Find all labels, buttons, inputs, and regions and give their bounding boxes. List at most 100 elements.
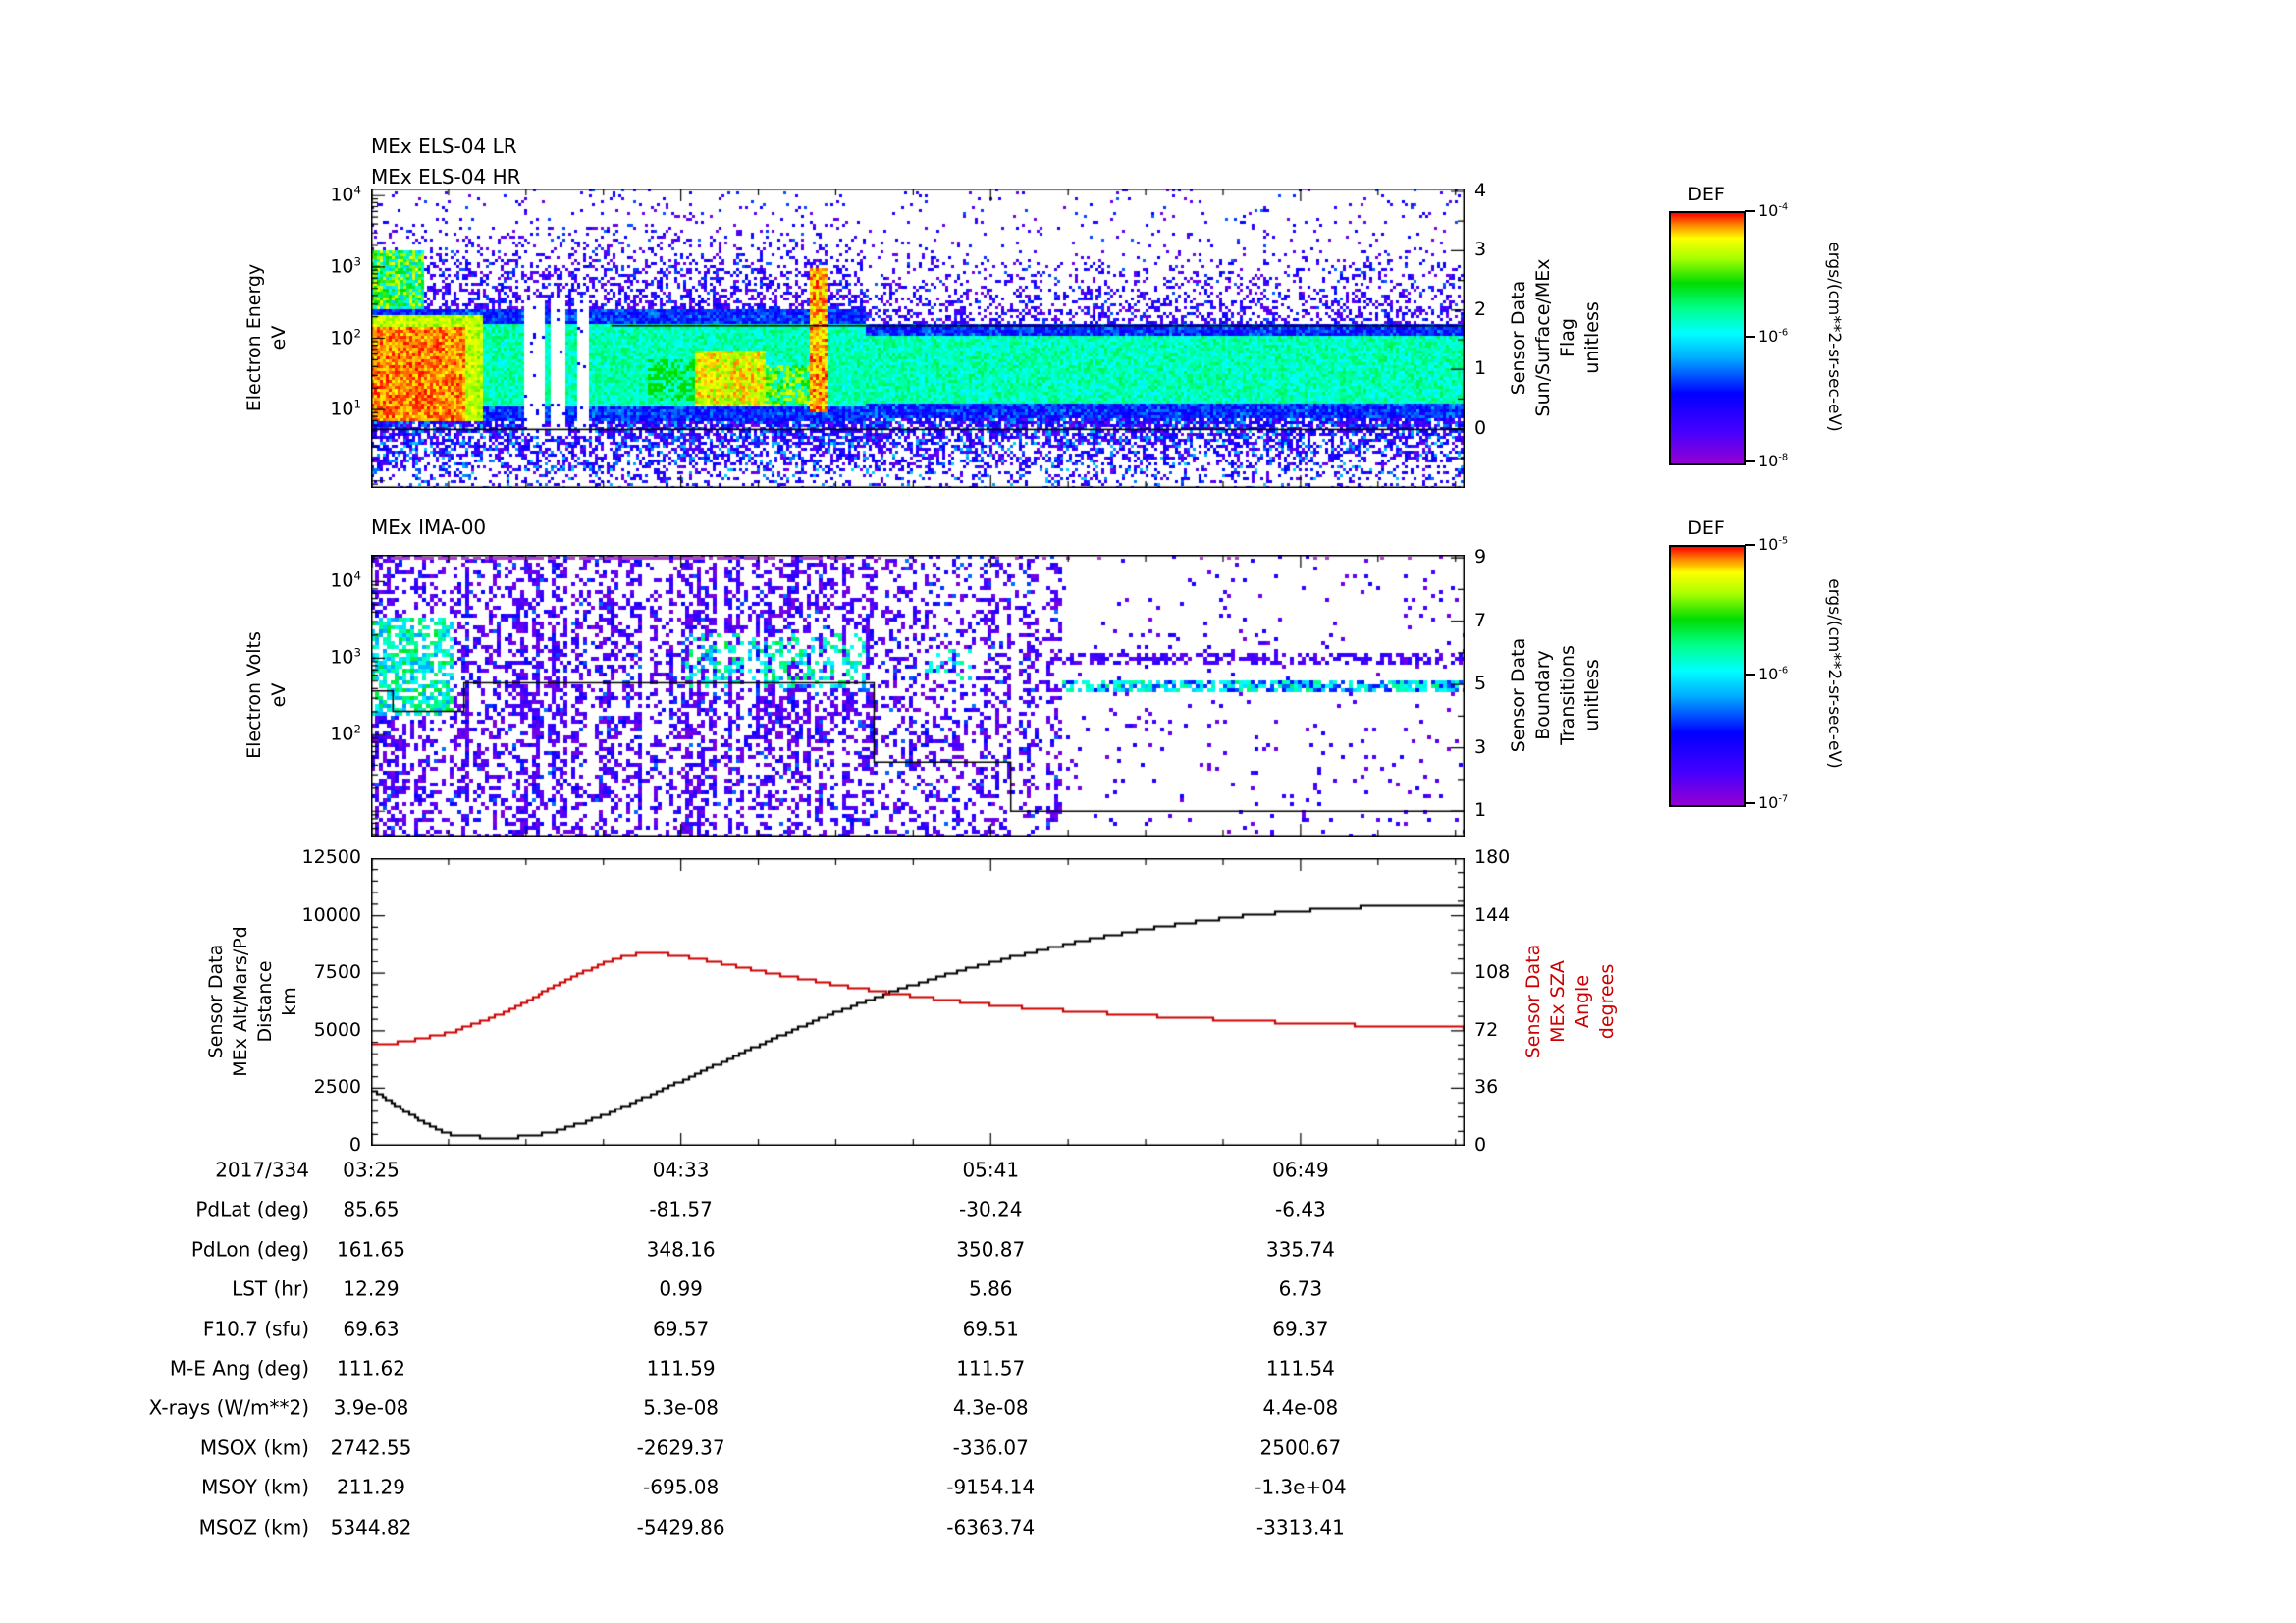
table-cell: 4.3e-08 (952, 1395, 1029, 1420)
els-ytick-label: 103 (330, 254, 361, 278)
alt-ytick-label: 5000 (313, 1018, 361, 1041)
els-ylabel: Electron Energy eV (242, 263, 290, 412)
table-cell: 5344.82 (330, 1515, 412, 1540)
colorbar-1 (1669, 545, 1746, 807)
alt-ytick-label: 7500 (313, 961, 361, 984)
colorbar-tick-label: 10-6 (1758, 326, 1789, 346)
table-cell: -6.43 (1275, 1197, 1326, 1221)
els-right-tick-label: 2 (1474, 298, 1487, 320)
colorbar-tick-mark (1745, 802, 1755, 804)
table-cell: 04:33 (652, 1158, 710, 1182)
ima-right-tick-label: 3 (1474, 735, 1487, 758)
table-cell: 2500.67 (1259, 1435, 1342, 1460)
alt-ytick-label: 2500 (313, 1076, 361, 1099)
els-right-tick-label: 0 (1474, 416, 1487, 439)
colorbar-tick-mark (1745, 544, 1755, 546)
ima-title: MEx IMA-00 (371, 515, 487, 539)
table-cell: 4.4e-08 (1262, 1395, 1339, 1420)
table-row-label: MSOX (km) (199, 1435, 309, 1460)
altitude-sza-plot (371, 858, 1465, 1146)
ima-ylabel: Electron Volts eV (242, 631, 290, 759)
els-right-tick-label: 4 (1474, 180, 1487, 202)
table-row-label: MSOY (km) (201, 1475, 309, 1499)
table-cell: 161.65 (337, 1237, 405, 1262)
table-cell: 05:41 (962, 1158, 1020, 1182)
table-row-label: MSOZ (km) (198, 1515, 309, 1540)
els-title-hr: MEx ELS-04 HR (371, 165, 521, 189)
table-cell: 85.65 (343, 1197, 400, 1221)
table-cell: 69.57 (652, 1317, 710, 1341)
colorbar-tick-label: 10-7 (1758, 792, 1789, 812)
table-cell: -5429.86 (636, 1515, 725, 1540)
table-row-label: X-rays (W/m**2) (148, 1395, 309, 1420)
table-cell: 111.62 (337, 1356, 405, 1380)
table-cell: 12.29 (343, 1276, 400, 1301)
table-cell: -9154.14 (946, 1475, 1036, 1499)
alt-ytick-label: 0 (348, 1134, 361, 1157)
ima-ytick-label: 103 (330, 645, 361, 670)
ima-right-tick-label: 7 (1474, 609, 1487, 631)
els-right-tick-label: 1 (1474, 357, 1487, 380)
table-row-label: 2017/334 (215, 1158, 309, 1182)
table-cell: 03:25 (343, 1158, 400, 1182)
table-cell: -2629.37 (636, 1435, 725, 1460)
ima-right-tick-label: 1 (1474, 799, 1487, 822)
colorbar-tick-label: 10-8 (1758, 451, 1789, 470)
table-row-label: F10.7 (sfu) (202, 1317, 309, 1341)
els-ytick-label: 102 (330, 325, 361, 350)
alt-right-tick-label: 144 (1474, 903, 1511, 926)
alt-right-tick-label: 180 (1474, 846, 1511, 869)
colorbar-tick-mark (1745, 673, 1755, 676)
table-cell: 111.54 (1265, 1356, 1335, 1380)
colorbar-title-1: DEF (1687, 517, 1725, 540)
colorbar-tick-mark (1745, 335, 1755, 338)
colorbar-tick-label: 10-5 (1758, 534, 1789, 554)
table-cell: 69.63 (343, 1317, 400, 1341)
els-ytick-label: 104 (330, 183, 361, 206)
ima-right-tick-label: 5 (1474, 673, 1487, 695)
table-cell: 2742.55 (330, 1435, 412, 1460)
table-cell: 69.37 (1272, 1317, 1329, 1341)
table-cell: -30.24 (959, 1197, 1023, 1221)
colorbar-title-0: DEF (1687, 184, 1725, 206)
table-row-label: PdLat (deg) (195, 1197, 309, 1221)
els-ytick-label: 101 (330, 397, 361, 420)
table-cell: 111.57 (956, 1356, 1026, 1380)
alt-right-tick-label: 36 (1474, 1076, 1499, 1099)
table-cell: 5.3e-08 (643, 1395, 720, 1420)
table-cell: 111.59 (646, 1356, 716, 1380)
table-cell: -81.57 (649, 1197, 713, 1221)
colorbar-tick-label: 10-4 (1758, 200, 1789, 220)
table-cell: 3.9e-08 (333, 1395, 409, 1420)
els-title-lr: MEx ELS-04 LR (371, 135, 517, 158)
colorbar-0 (1669, 211, 1746, 465)
colorbar-tick-mark (1745, 210, 1755, 212)
els-right-tick-label: 3 (1474, 239, 1487, 261)
ima-ytick-label: 102 (330, 722, 361, 746)
alt-right-label: Sensor Data MEx SZA Angle degrees (1522, 944, 1619, 1059)
table-cell: 5.86 (969, 1276, 1013, 1301)
ima-right-label: Sensor Data Boundary Transitions unitles… (1507, 637, 1604, 753)
els-right-label: Sensor Data Sun/Surface/MEx Flag unitles… (1507, 258, 1604, 417)
alt-ylabel: Sensor Data MEx Alt/Mars/Pd Distance km (204, 926, 301, 1077)
table-cell: 06:49 (1272, 1158, 1329, 1182)
table-cell: 6.73 (1278, 1276, 1323, 1301)
table-cell: -336.07 (952, 1435, 1029, 1460)
table-cell: 211.29 (337, 1475, 405, 1499)
ima-spectrogram (371, 555, 1465, 837)
els-spectrogram (371, 189, 1465, 488)
alt-right-tick-label: 0 (1474, 1134, 1487, 1157)
table-cell: 348.16 (646, 1237, 716, 1262)
colorbar-units-0: ergs/(cm**2-sr-sec-eV) (1824, 242, 1844, 432)
colorbar-tick-label: 10-6 (1758, 664, 1789, 683)
table-row-label: M-E Ang (deg) (169, 1356, 309, 1380)
table-cell: -3313.41 (1255, 1515, 1345, 1540)
table-cell: 69.51 (962, 1317, 1019, 1341)
alt-right-tick-label: 108 (1474, 961, 1511, 984)
table-cell: -695.08 (643, 1475, 720, 1499)
table-cell: -6363.74 (946, 1515, 1036, 1540)
alt-right-tick-label: 72 (1474, 1018, 1499, 1041)
alt-ytick-label: 10000 (301, 903, 361, 926)
table-cell: 0.99 (659, 1276, 703, 1301)
